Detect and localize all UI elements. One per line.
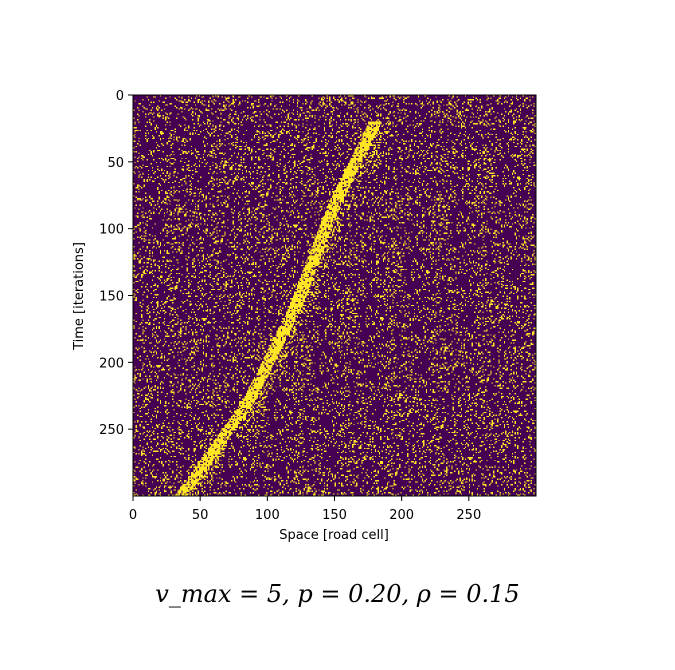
- x-axis-label: Space [road cell]: [279, 528, 389, 543]
- y-axis-ticks: 0 50 100 150 200 250: [99, 89, 133, 438]
- x-axis-ticks: 0 50 100 150 200 250: [129, 496, 481, 523]
- y-tick-label: 150: [99, 290, 124, 305]
- x-tick-label: 50: [192, 508, 209, 523]
- caption-text: v_max = 5, p = 0.20, ρ = 0.15: [155, 580, 520, 608]
- y-tick-label: 0: [116, 89, 124, 104]
- y-tick-label: 50: [107, 156, 124, 171]
- space-time-raster: [133, 95, 536, 496]
- y-tick-label: 100: [99, 223, 124, 238]
- x-tick-label: 250: [456, 508, 481, 523]
- figure-caption: v_max = 5, p = 0.20, ρ = 0.15: [0, 580, 675, 608]
- y-tick-label: 200: [99, 356, 124, 371]
- y-axis-label: Time [iterations]: [72, 242, 87, 351]
- x-tick-label: 0: [129, 508, 137, 523]
- y-tick-label: 250: [99, 423, 124, 438]
- x-tick-label: 200: [389, 508, 414, 523]
- heatmap-plot-area: [133, 95, 536, 496]
- x-tick-label: 100: [255, 508, 280, 523]
- x-tick-label: 150: [322, 508, 347, 523]
